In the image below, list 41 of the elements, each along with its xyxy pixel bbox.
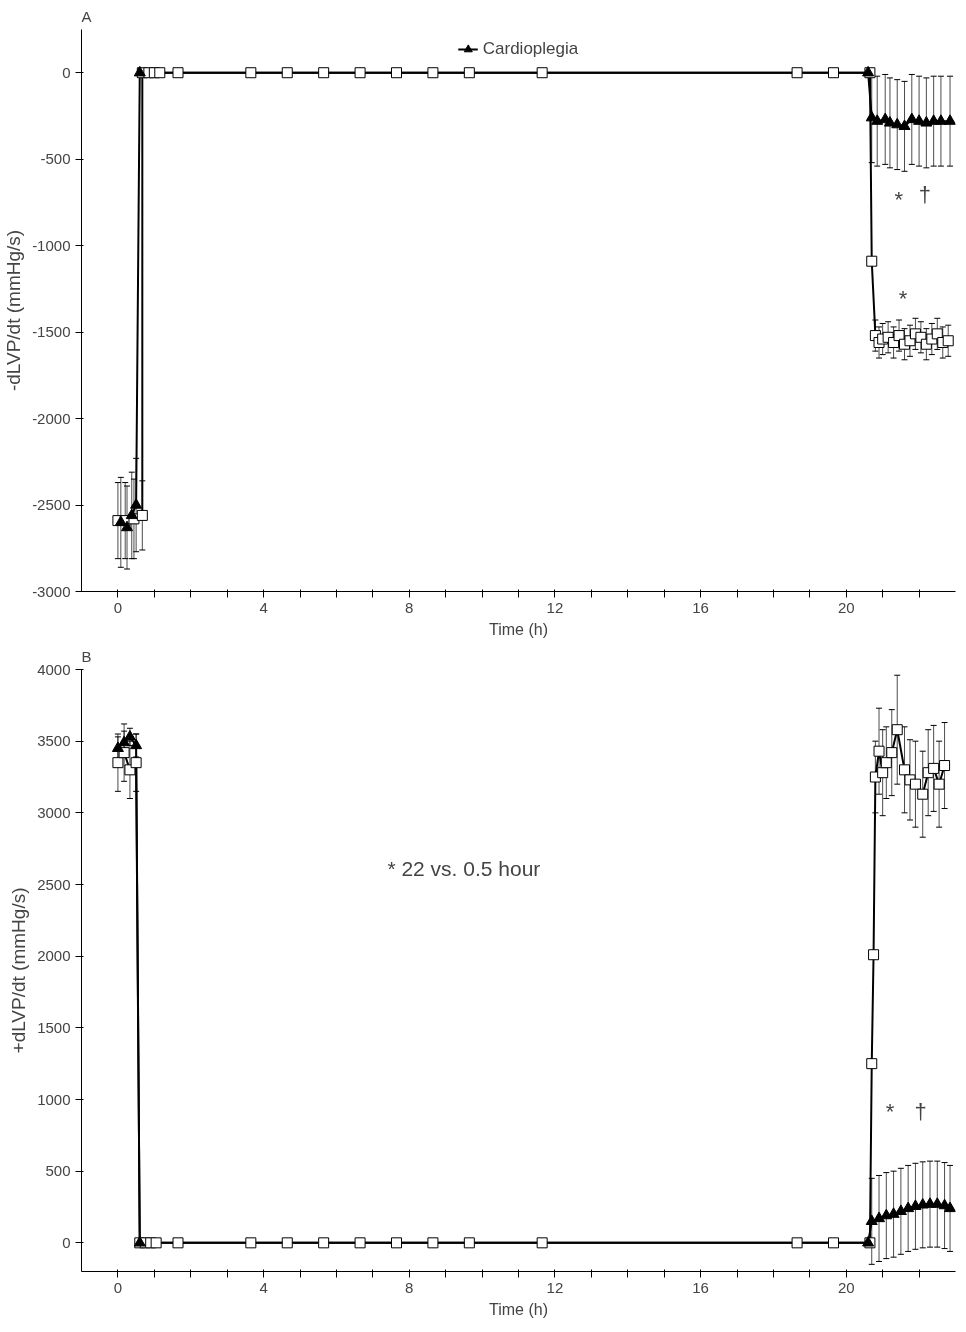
y-tick-label: -2500: [32, 496, 71, 514]
x-tick-label: 16: [692, 598, 709, 616]
x-tick-label: 12: [546, 598, 564, 616]
x-tick-label: 20: [837, 1278, 855, 1296]
x-tick-label: 12: [546, 1278, 564, 1296]
x-tick-label: 4: [259, 1278, 268, 1296]
annotation: * 22 vs. 0.5 hour: [387, 857, 541, 881]
y-tick-label: -3000: [32, 582, 71, 600]
y-tick-label: 500: [45, 1162, 71, 1180]
y-tick-label: 0: [62, 1233, 71, 1251]
y-tick-label: -500: [40, 150, 71, 168]
y-tick-label: 1500: [37, 1018, 71, 1036]
y-axis-title: -dLVP/dt (mmHg/s): [3, 229, 25, 392]
y-tick-label: 3500: [37, 732, 71, 750]
chart-title: A: [81, 7, 92, 25]
y-tick-label: 0: [62, 63, 71, 81]
y-tick-label: 2500: [37, 875, 71, 893]
y-axis-title: +dLVP/dt (mmHg/s): [8, 887, 30, 1054]
x-tick-label: 4: [259, 598, 268, 616]
y-tick-label: 4000: [37, 660, 71, 678]
x-axis-title: Time (h): [489, 1300, 548, 1318]
y-tick-label: -1000: [32, 236, 71, 254]
y-tick-label: 1000: [37, 1090, 71, 1108]
annotation: †: [914, 1099, 927, 1125]
annotation: *: [898, 285, 908, 311]
y-tick-label: 3000: [37, 803, 71, 821]
y-tick-label: -2000: [32, 409, 71, 427]
x-tick-label: 16: [692, 1278, 709, 1296]
x-tick-label: 8: [405, 598, 414, 616]
x-tick-label: 8: [405, 1278, 414, 1296]
y-tick-label: 2000: [37, 947, 71, 965]
annotation: †: [918, 181, 932, 207]
x-tick-label: 20: [837, 598, 855, 616]
x-tick-label: 0: [113, 1278, 123, 1296]
chart-title: B: [81, 647, 92, 665]
legend-label: Cardioplegia: [482, 39, 579, 59]
y-tick-label: -1500: [32, 323, 71, 341]
x-axis-title: Time (h): [489, 620, 548, 638]
annotation: *: [894, 187, 904, 213]
x-tick-label: 0: [113, 598, 123, 616]
annotation: *: [885, 1099, 895, 1125]
